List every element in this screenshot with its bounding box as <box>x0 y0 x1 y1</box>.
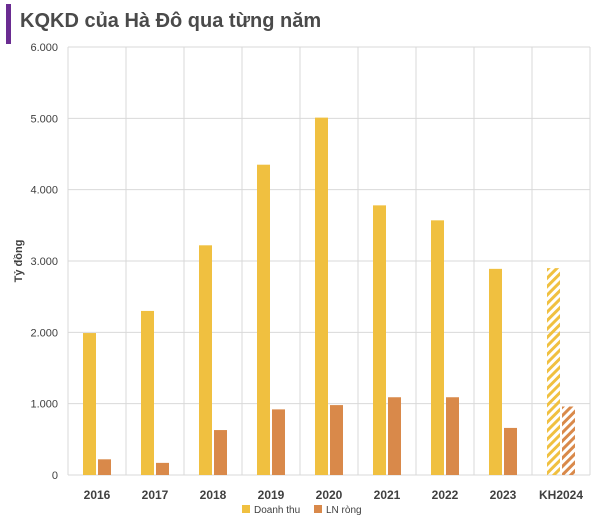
revenue-bar-2020 <box>315 117 328 476</box>
y-tick-label: 4.000 <box>30 185 58 197</box>
y-tick-label: 6.000 <box>30 42 58 54</box>
profit-bar-2023 <box>504 427 517 475</box>
profit-bar-2016 <box>98 459 111 475</box>
revenue-bar-2016 <box>83 333 96 475</box>
legend-swatch-1 <box>314 505 322 513</box>
chart-title: KQKD của Hà Đô qua từng năm <box>20 10 322 32</box>
profit-bar-2021 <box>388 397 401 475</box>
profit-bar-kh2024 <box>562 406 575 475</box>
revenue-bar-2018 <box>199 245 212 475</box>
y-tick-label: 5.000 <box>30 113 58 125</box>
x-tick-label: 2018 <box>200 488 227 502</box>
x-tick-label: 2019 <box>258 488 285 502</box>
y-tick-label: 0 <box>52 470 58 482</box>
revenue-bar-2019 <box>257 164 270 475</box>
x-tick-label: 2022 <box>432 488 459 502</box>
x-tick-label: KH2024 <box>539 488 583 502</box>
x-tick-label: 2017 <box>142 488 169 502</box>
profit-bar-2018 <box>214 430 227 475</box>
x-tick-label: 2016 <box>84 488 111 502</box>
x-tick-label: 2020 <box>316 488 343 502</box>
y-tick-label: 3.000 <box>30 256 58 268</box>
profit-bar-2020 <box>330 405 343 475</box>
legend-label-0: Doanh thu <box>254 505 300 516</box>
revenue-bar-2023 <box>489 268 502 475</box>
revenue-bar-kh2024 <box>547 268 560 475</box>
revenue-bar-2022 <box>431 220 444 475</box>
legend-label-1: LN ròng <box>326 505 362 516</box>
title-accent-bar <box>6 4 11 44</box>
revenue-bar-2017 <box>141 310 154 475</box>
y-tick-label: 1.000 <box>30 399 58 411</box>
profit-bar-2022 <box>446 397 459 475</box>
x-tick-label: 2023 <box>490 488 517 502</box>
profit-bar-2017 <box>156 462 169 475</box>
profit-bar-2019 <box>272 409 285 475</box>
revenue-bar-2021 <box>373 205 386 476</box>
legend-swatch-0 <box>242 505 250 513</box>
x-tick-label: 2021 <box>374 488 401 502</box>
y-axis-label: Tỷ đồng <box>13 240 25 283</box>
y-tick-label: 2.000 <box>30 327 58 339</box>
